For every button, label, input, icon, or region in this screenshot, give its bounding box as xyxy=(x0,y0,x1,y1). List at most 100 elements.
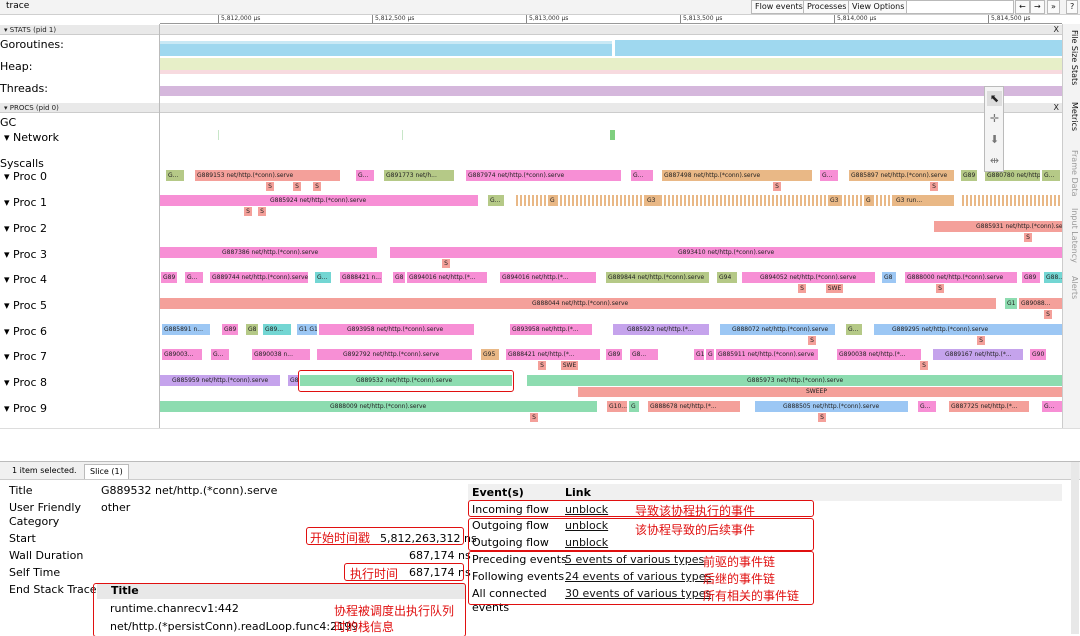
goroutine-slice[interactable]: G... xyxy=(211,349,229,360)
goroutine-slice[interactable]: G888421 n... xyxy=(340,272,382,283)
timing-tool-icon[interactable]: ⇹ xyxy=(989,154,1000,167)
goroutine-slice[interactable]: G888072 net/http.(*conn).serve xyxy=(720,324,835,335)
goroutine-slice[interactable]: G889844 net/http.(*conn).serve xyxy=(606,272,709,283)
goroutine-slice[interactable]: G... xyxy=(1042,170,1060,181)
event-link[interactable]: unblock xyxy=(565,519,609,532)
goroutine-slice[interactable]: G... xyxy=(488,195,504,206)
syscall-mark[interactable]: S xyxy=(313,182,321,191)
goroutine-slice[interactable]: G89 xyxy=(606,349,622,360)
goroutine-slice[interactable]: G885973 net/http.(*conn).serve xyxy=(527,375,1062,386)
time-ruler[interactable]: 5,812,000 µs 5,812,500 µs 5,813,000 µs 5… xyxy=(160,15,1062,24)
goroutine-slice[interactable]: G885897 net/http.(*conn).serve xyxy=(849,170,954,181)
syscall-mark[interactable]: S xyxy=(1044,310,1052,319)
threads-counter-track[interactable] xyxy=(160,80,1062,100)
nav-more-button[interactable]: » xyxy=(1047,0,1060,14)
goroutine-slice[interactable]: G3 xyxy=(828,195,842,206)
view-options-button[interactable]: View Options xyxy=(848,0,909,14)
event-link[interactable]: unblock xyxy=(565,503,609,516)
side-tab-input-latency[interactable]: Input Latency xyxy=(1070,208,1079,263)
syscall-mark[interactable]: S xyxy=(920,361,928,370)
proc-9-label[interactable]: ▾ Proc 9 xyxy=(4,402,48,415)
goroutine-slice[interactable]: G90 xyxy=(1030,349,1046,360)
heap-counter-track[interactable] xyxy=(160,58,1062,78)
panel-splitter[interactable] xyxy=(0,428,1080,461)
goroutine-slice[interactable]: G89 xyxy=(222,324,238,335)
goroutine-slice[interactable]: G894052 net/http.(*conn).serve xyxy=(742,272,875,283)
syscall-mark[interactable]: S xyxy=(808,336,816,345)
proc-7-label[interactable]: ▾ Proc 7 xyxy=(4,350,48,363)
network-track[interactable] xyxy=(160,128,1062,142)
goroutine-slice[interactable]: G890038 net/http.(*... xyxy=(837,349,921,360)
goroutine-slice[interactable]: G890038 n... xyxy=(252,349,310,360)
goroutine-slice[interactable]: G888000 net/http.(*conn).serve xyxy=(905,272,1017,283)
search-input[interactable] xyxy=(906,0,1014,14)
nav-prev-button[interactable]: ← xyxy=(1015,0,1030,14)
flow-events-button[interactable]: Flow events xyxy=(751,0,807,14)
event-link[interactable]: unblock xyxy=(565,536,609,549)
goroutine-slice[interactable]: G8 xyxy=(288,375,298,386)
goroutine-slice[interactable]: G892792 net/http.(*conn).serve xyxy=(317,349,472,360)
goroutine-slice[interactable]: G89... xyxy=(263,324,291,335)
proc-4-label[interactable]: ▾ Proc 4 xyxy=(4,273,48,286)
close-icon[interactable]: X xyxy=(1053,25,1059,34)
goroutine-slice[interactable]: G894016 net/http.(*... xyxy=(407,272,487,283)
goroutine-slice[interactable]: G893958 net/http.(*conn).serve xyxy=(319,324,474,335)
sweep-mark[interactable]: SWE xyxy=(826,284,843,293)
proc-6-label[interactable]: ▾ Proc 6 xyxy=(4,325,48,338)
goroutine-slice[interactable]: G888009 net/http.(*conn).serve xyxy=(160,401,597,412)
goroutines-counter-track[interactable] xyxy=(160,36,1062,56)
goroutine-slice[interactable]: G889295 net/http.(*conn).serve xyxy=(874,324,1062,335)
syscall-mark[interactable]: S xyxy=(773,182,781,191)
side-tab-alerts[interactable]: Alerts xyxy=(1070,276,1079,300)
selected-goroutine-slice[interactable]: G889532 net/http.(*conn).serve xyxy=(300,375,512,386)
goroutine-slice[interactable]: G888505 net/http.(*conn).serve xyxy=(755,401,908,412)
goroutine-slice[interactable]: G887386 net/http.(*conn).serve xyxy=(160,247,377,258)
goroutine-slice[interactable]: G xyxy=(629,401,639,412)
syscall-mark[interactable]: S xyxy=(930,182,938,191)
goroutine-slice[interactable]: G89 xyxy=(1022,272,1040,283)
goroutine-slice[interactable]: G888421 net/http.(*... xyxy=(506,349,600,360)
goroutine-slice[interactable]: G880780 net/http.(*... xyxy=(985,170,1040,181)
proc-0-label[interactable]: ▾ Proc 0 xyxy=(4,170,48,183)
event-link[interactable]: 30 events of various types xyxy=(565,587,712,600)
syscall-mark[interactable]: S xyxy=(530,413,538,422)
goroutine-slice[interactable]: G887498 net/http.(*conn).serve xyxy=(662,170,812,181)
sweep-mark[interactable]: SWE xyxy=(561,361,578,370)
goroutine-slice[interactable]: G1 G1 xyxy=(297,324,317,335)
close-icon[interactable]: X xyxy=(1053,103,1059,112)
goroutine-slice[interactable]: G8 xyxy=(246,324,258,335)
side-tab-file-size-stats[interactable]: File Size Stats xyxy=(1070,30,1079,86)
nav-next-button[interactable]: → xyxy=(1030,0,1045,14)
goroutine-slice[interactable]: G1 xyxy=(694,349,704,360)
goroutine-slice[interactable]: G... xyxy=(820,170,838,181)
goroutine-slice[interactable]: G3 run... xyxy=(894,195,954,206)
select-tool-icon[interactable]: ⬉ xyxy=(987,91,1002,106)
tab-slice[interactable]: Slice (1) xyxy=(84,464,129,479)
goroutine-slice[interactable]: G xyxy=(706,349,714,360)
goroutine-slice[interactable]: G95 xyxy=(481,349,499,360)
syscall-mark[interactable]: S xyxy=(977,336,985,345)
goroutine-slice[interactable]: G889744 net/http.(*conn).serve xyxy=(210,272,308,283)
goroutine-slice[interactable]: G8... xyxy=(630,349,658,360)
goroutine-slice[interactable]: G xyxy=(548,195,558,206)
pan-tool-icon[interactable]: ✛ xyxy=(989,112,1000,125)
goroutine-slice[interactable]: G885923 net/http.(*... xyxy=(613,324,709,335)
goroutine-slice[interactable]: G887725 net/http.(*... xyxy=(949,401,1029,412)
syscall-mark[interactable]: S xyxy=(936,284,944,293)
goroutine-slice[interactable]: G888678 net/http.(*... xyxy=(648,401,740,412)
goroutine-slice[interactable]: G... xyxy=(846,324,862,335)
panel-scrollbar[interactable] xyxy=(1071,462,1079,634)
proc-5-label[interactable]: ▾ Proc 5 xyxy=(4,299,48,312)
goroutine-slice[interactable]: G889153 net/http.(*conn).serve xyxy=(195,170,340,181)
goroutine-slice[interactable]: G... xyxy=(315,272,331,283)
goroutine-slice[interactable]: G8 xyxy=(393,272,405,283)
event-link[interactable]: 24 events of various types xyxy=(565,570,712,583)
goroutine-slice[interactable]: G8 xyxy=(882,272,896,283)
goroutine-slice[interactable]: G885931 net/http.(*conn).serve xyxy=(934,221,1062,232)
proc-2-label[interactable]: ▾ Proc 2 xyxy=(4,222,48,235)
proc-3-label[interactable]: ▾ Proc 3 xyxy=(4,248,48,261)
syscall-mark[interactable]: S xyxy=(538,361,546,370)
goroutine-slice[interactable]: G... xyxy=(631,170,653,181)
goroutine-slice[interactable]: G... xyxy=(356,170,374,181)
syscall-mark[interactable]: S xyxy=(442,259,450,268)
